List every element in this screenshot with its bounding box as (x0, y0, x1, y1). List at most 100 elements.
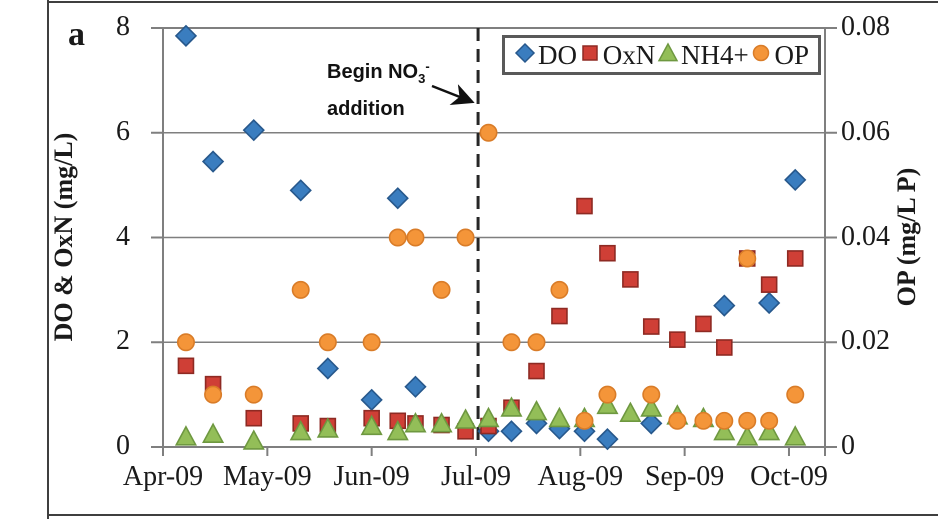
data-point-nh4 (404, 412, 427, 433)
data-point-op (318, 333, 337, 352)
legend-label-do: DO (538, 39, 577, 70)
annotation-line2: addition (327, 97, 405, 120)
data-point-op (738, 249, 757, 268)
x-tick-label-apr-09: Apr-09 (122, 461, 204, 492)
data-point-op (176, 333, 195, 352)
x-tick-label-jun-09: Jun-09 (333, 461, 410, 492)
data-point-oxn (599, 244, 616, 262)
data-point-op (598, 385, 617, 404)
y-left-tick-label-8: 8 (116, 11, 130, 42)
data-point-do (596, 428, 619, 451)
data-point-op (738, 411, 757, 430)
data-point-op (550, 280, 569, 299)
data-point-op (527, 333, 546, 352)
data-point-oxn (715, 339, 733, 356)
x-tick-label-oct-09: Oct-09 (750, 461, 828, 492)
data-point-op (406, 228, 425, 247)
data-point-nh4 (360, 414, 383, 436)
x-tick-label-may-09: May-09 (223, 461, 312, 492)
data-point-oxn (177, 357, 195, 375)
data-point-nh4 (596, 393, 619, 415)
data-point-nh4 (316, 417, 339, 438)
legend-item-op: OP (750, 39, 809, 70)
data-point-do (640, 412, 663, 435)
data-point-oxn (642, 318, 660, 335)
data-point-nh4 (548, 406, 571, 428)
data-point-do (784, 168, 807, 192)
data-point-do (404, 375, 427, 398)
data-point-op (642, 385, 661, 404)
do-diamond-icon (514, 42, 536, 69)
legend-item-oxn: OxN (579, 39, 656, 70)
data-point-op (244, 385, 263, 404)
legend-label-nh4: NH4+ (681, 39, 749, 70)
data-point-oxn (528, 362, 545, 380)
y-left-tick-label-6: 6 (116, 115, 130, 147)
data-point-op (432, 280, 451, 299)
data-point-op (694, 411, 713, 430)
data-point-do (289, 179, 312, 202)
y-right-tick-label-0.04: 0.04 (841, 220, 890, 252)
data-point-nh4 (174, 425, 197, 446)
nh4-triangle-icon (657, 41, 679, 69)
data-point-nh4 (758, 419, 781, 441)
y-right-tick-label-0.02: 0.02 (841, 325, 890, 357)
x-tick-label-jul-09: Jul-09 (440, 461, 511, 492)
data-point-nh4 (736, 425, 759, 446)
data-point-op (502, 333, 521, 352)
data-point-op (456, 228, 475, 247)
data-point-oxn (551, 307, 568, 325)
data-point-oxn (786, 250, 804, 267)
legend-label-op: OP (774, 39, 809, 70)
panel-label: a (68, 16, 85, 53)
data-point-do (386, 187, 409, 210)
y-right-tick-label-0.06: 0.06 (841, 115, 890, 147)
data-point-oxn (669, 331, 686, 348)
y-left-tick-label-4: 4 (116, 220, 130, 252)
data-point-do (500, 420, 523, 443)
data-point-nh4 (202, 422, 225, 443)
data-point-do (201, 150, 225, 173)
legend-item-nh4: NH4+ (657, 39, 749, 70)
data-point-op (204, 385, 223, 404)
annotation-superscript: - (425, 58, 430, 73)
data-point-nh4 (500, 396, 523, 417)
data-point-nh4 (477, 406, 500, 428)
data-point-nh4 (289, 419, 312, 441)
data-point-nh4 (784, 425, 807, 446)
frame-bottom-edge (47, 514, 938, 516)
data-point-op (668, 411, 687, 430)
op-circle-icon (750, 42, 772, 69)
data-point-do (174, 24, 198, 47)
legend-item-do: DO (514, 39, 577, 70)
data-point-nh4 (454, 408, 477, 429)
data-point-op (715, 411, 734, 430)
data-point-nh4 (386, 419, 409, 441)
legend-label-oxn: OxN (602, 39, 656, 70)
oxn-square-icon (579, 42, 601, 69)
data-point-op (786, 385, 805, 404)
x-tick-label-sep-09: Sep-09 (644, 461, 725, 492)
data-point-oxn (576, 197, 593, 215)
data-point-op (362, 333, 381, 352)
data-point-do (713, 294, 736, 317)
annotation-arrow (431, 84, 475, 106)
x-tick-label-aug-09: Aug-09 (537, 461, 624, 492)
y-axis-right-title: OP (mg/L P) (892, 167, 921, 307)
data-point-nh4 (525, 400, 548, 421)
annotation-line1: Begin NO3- (327, 58, 430, 86)
data-point-nh4 (640, 396, 663, 417)
data-point-nh4 (242, 429, 265, 450)
data-point-nh4 (619, 401, 642, 423)
data-point-oxn (695, 315, 712, 333)
data-point-oxn (622, 271, 639, 288)
y-left-tick-label-2: 2 (116, 325, 130, 357)
data-point-do (242, 118, 265, 142)
data-point-op (291, 280, 310, 299)
event-annotation: Begin NO3- addition (327, 50, 477, 125)
data-point-op (760, 411, 779, 430)
y-left-tick-label-0: 0 (116, 430, 130, 461)
frame-top-edge (47, 1, 938, 3)
